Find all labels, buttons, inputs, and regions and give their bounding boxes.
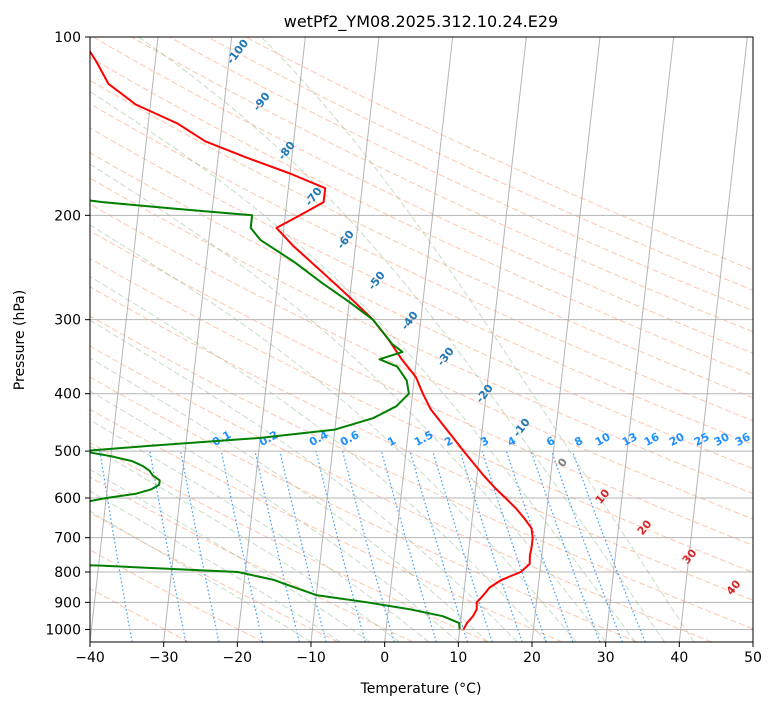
dry-adiabat — [90, 345, 712, 642]
x-tick-label: −20 — [223, 650, 253, 666]
plot-area — [90, 37, 753, 642]
mixing-ratio-line — [380, 450, 437, 642]
moist-adiabat — [90, 468, 371, 642]
mixing-ratio-label: 20 — [667, 430, 687, 449]
dry-adiabat — [90, 230, 753, 546]
dry-adiabat — [90, 152, 753, 470]
mixing-ratio-line — [481, 450, 547, 642]
y-tick-label: 700 — [54, 531, 81, 547]
chart-title: wetPf2_YM08.2025.312.10.24.E29 — [284, 12, 558, 32]
dry-adiabat — [90, 203, 753, 520]
y-axis-label: Pressure (hPa) — [12, 290, 28, 390]
dry-adiabat — [90, 56, 753, 376]
mixing-ratio-label: 30 — [712, 430, 732, 449]
grid-lines — [90, 37, 753, 642]
mixing-ratio-label: 36 — [733, 430, 753, 449]
isotherm — [384, 37, 454, 642]
x-tick-label: −40 — [75, 650, 105, 666]
mixing-ratio-label: 13 — [620, 430, 640, 449]
x-axis: −40 −30 −20 −10 0 10 20 30 40 50 — [75, 642, 762, 666]
moist-adiabat — [90, 90, 636, 642]
dry-adiabat — [169, 37, 753, 312]
x-tick-label: 10 — [449, 650, 467, 666]
profile-series — [90, 49, 534, 630]
isotherm — [163, 37, 233, 642]
dry-adiabat — [90, 442, 488, 642]
y-tick-label: 100 — [54, 30, 81, 46]
moist-adiabat — [260, 37, 695, 642]
y-axis: 100 200 300 400 500 600 700 800 900 1000 — [45, 30, 90, 638]
x-tick-label: −30 — [149, 650, 179, 666]
x-axis-label: Temperature (°C) — [360, 681, 482, 697]
isotherm — [236, 37, 306, 642]
moist-adiabat — [90, 163, 607, 642]
y-tick-label: 200 — [54, 208, 81, 224]
isotherm — [457, 37, 527, 642]
moist-adiabat — [90, 319, 518, 642]
plot-frame — [89, 36, 754, 643]
moist-adiabat — [90, 445, 400, 642]
isotherm — [605, 37, 675, 642]
mixing-ratio-line — [505, 450, 574, 642]
x-tick-label: 40 — [670, 650, 688, 666]
y-tick-label: 300 — [54, 313, 81, 329]
y-tick-label: 600 — [54, 491, 81, 507]
mixing-ratio-label: 10 — [593, 430, 613, 449]
x-tick-label: −10 — [296, 650, 326, 666]
dry-adiabat — [90, 286, 753, 601]
dewpoint-profile — [90, 199, 461, 630]
mixing-ratio-line — [149, 450, 187, 642]
y-tick-label: 800 — [54, 565, 81, 581]
x-tick-label: 0 — [380, 650, 389, 666]
dry-adiabat — [90, 549, 264, 642]
isotherm — [90, 37, 159, 642]
mixing-ratio-line — [409, 450, 469, 642]
mixing-ratio-line — [220, 450, 264, 642]
isotherm — [531, 37, 601, 642]
mixing-ratio-line — [315, 450, 366, 642]
y-tick-label: 500 — [54, 444, 81, 460]
isotherm — [310, 37, 380, 642]
x-tick-label: 30 — [597, 650, 615, 666]
dry-adiabat — [92, 37, 753, 354]
temperature-profile — [90, 49, 534, 630]
isotherm — [678, 37, 748, 642]
mixing-ratio-line — [254, 450, 300, 642]
dry-adiabat — [90, 408, 563, 642]
mixing-ratio-line — [530, 450, 601, 642]
mixing-ratio-line — [551, 450, 623, 642]
mixing-ratio-label: 25 — [692, 430, 712, 449]
mixing-ratio-line — [432, 450, 493, 642]
y-tick-label: 900 — [54, 595, 81, 611]
mixing-ratio-line — [279, 450, 327, 642]
mixing-ratio-line — [459, 450, 523, 642]
dry-adiabat — [90, 315, 753, 630]
mixing-ratio-line — [180, 450, 220, 642]
mixing-ratio-label: 16 — [642, 430, 662, 449]
dry-adiabat — [90, 103, 753, 422]
x-tick-label: 50 — [744, 650, 762, 666]
moist-adiabat — [90, 224, 577, 642]
y-tick-label: 1000 — [45, 622, 81, 638]
moist-adiabat — [90, 357, 489, 642]
moist-adiabat — [90, 419, 430, 642]
moist-adiabat — [90, 390, 459, 642]
x-tick-label: 20 — [523, 650, 541, 666]
moist-adiabat — [138, 37, 665, 642]
y-tick-label: 400 — [54, 387, 81, 403]
dry-adiabat — [90, 512, 339, 642]
dry-adiabat — [90, 177, 753, 495]
